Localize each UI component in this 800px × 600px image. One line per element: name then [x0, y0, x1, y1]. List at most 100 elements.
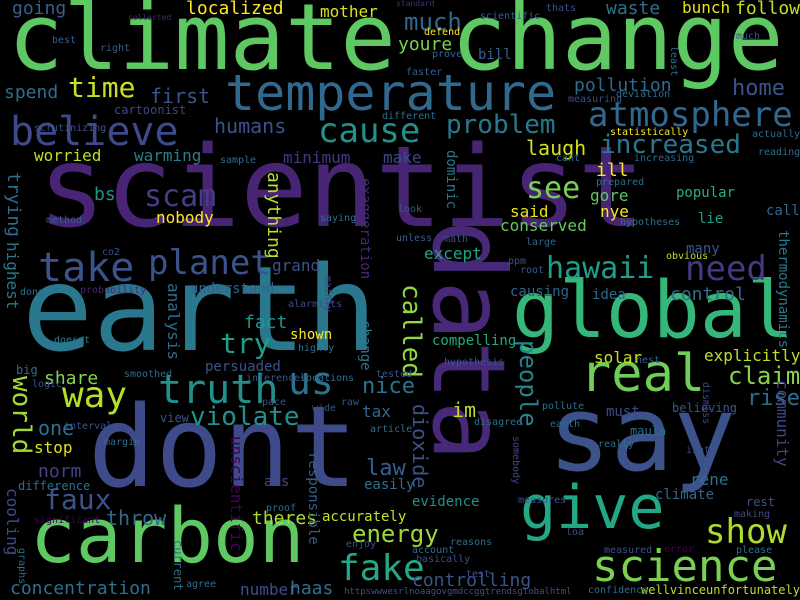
cloud-word: disagree	[474, 417, 523, 428]
cloud-word: concentration	[10, 578, 151, 599]
cloud-word: im	[452, 398, 477, 422]
cloud-word: standard	[396, 0, 435, 8]
cloud-word: believe	[10, 109, 179, 155]
cloud-word: basically	[416, 554, 471, 565]
cloud-word: bunch	[682, 0, 731, 17]
cloud-word: co2	[102, 247, 121, 258]
cloud-word: scientist	[38, 123, 645, 253]
cloud-word: shown	[290, 327, 333, 343]
cloud-word: unless	[396, 233, 433, 244]
cloud-word: nobody	[156, 208, 214, 227]
cloud-word: proof	[266, 503, 297, 514]
cloud-word: method	[46, 215, 83, 226]
cloud-word: show	[705, 512, 787, 552]
cloud-word: significant	[34, 515, 101, 526]
cloud-word: trying	[3, 172, 24, 238]
cloud-word: wide	[312, 403, 337, 414]
cloud-word: need	[685, 249, 767, 289]
cloud-word: tested	[376, 369, 413, 380]
cloud-word: nye	[600, 202, 629, 221]
cloud-word: planet	[148, 243, 271, 283]
cloud-word: people	[514, 340, 542, 427]
cloud-word: time	[68, 71, 136, 104]
cloud-word: isnt	[686, 445, 711, 456]
cloud-word: wellvinceunfortunately	[641, 583, 800, 597]
cloud-word: sample	[220, 155, 257, 166]
cloud-word: humans	[214, 114, 287, 138]
cloud-word: ppm	[508, 256, 527, 267]
cloud-word: maula	[630, 424, 667, 438]
cloud-word: error	[664, 544, 695, 555]
cloud-word: cartoonist	[114, 103, 187, 117]
cloud-word: alarmists	[288, 299, 343, 310]
cloud-word: haas	[290, 578, 334, 599]
cloud-word: home	[732, 76, 785, 101]
cloud-word: rest	[746, 495, 775, 509]
cloud-word: stop	[34, 438, 73, 457]
cloud-word: unscientific	[227, 436, 246, 552]
cloud-word: measuring	[568, 94, 623, 105]
cloud-word: probability	[80, 285, 147, 296]
cloud-word: difference	[18, 479, 91, 493]
cloud-word: current	[171, 540, 185, 591]
cloud-word: law	[366, 456, 406, 481]
cloud-word: scrutinizing	[34, 123, 107, 134]
cloud-word: different	[382, 111, 437, 122]
cloud-word: httpswwwesrlnoaagovgmdccggtrendsglobalht…	[344, 587, 572, 597]
cloud-word: saying	[320, 213, 357, 224]
cloud-word: pace	[262, 397, 287, 408]
cloud-word: youre	[398, 34, 453, 55]
cloud-word: evidence	[412, 494, 480, 510]
cloud-word: data	[410, 220, 527, 461]
cloud-word: margin	[104, 437, 141, 448]
cloud-word: accurately	[322, 509, 407, 525]
cloud-word: somebody	[510, 436, 521, 485]
cloud-word: call	[766, 203, 800, 219]
cloud-word: exaggeration	[357, 178, 373, 280]
cloud-word: minimum	[283, 148, 351, 167]
cloud-word: must	[606, 404, 640, 420]
cloud-word: community	[773, 380, 792, 467]
cloud-word: carbon	[30, 491, 305, 580]
cloud-word: cooling	[3, 488, 22, 556]
cloud-word: confidence	[588, 585, 649, 596]
cloud-word: defend	[424, 27, 461, 38]
cloud-word: tax	[362, 402, 391, 421]
cloud-word: believing	[672, 401, 738, 415]
cloud-word: bs	[94, 184, 116, 205]
cloud-word: compelling	[432, 333, 517, 349]
cloud-word: real	[580, 344, 706, 404]
cloud-word: ass	[264, 474, 290, 490]
cloud-word: climate change	[8, 0, 784, 91]
cloud-word: raw	[341, 397, 360, 408]
cloud-word: big	[16, 363, 38, 377]
cloud-word: rise	[747, 386, 800, 411]
cloud-word: dont	[88, 383, 358, 513]
cloud-word: easily	[364, 477, 415, 493]
cloud-word: responsible	[305, 452, 321, 545]
cloud-word: try	[220, 327, 271, 360]
cloud-word: going	[12, 0, 67, 19]
cloud-word: way	[62, 375, 128, 416]
cloud-word: locations	[300, 373, 355, 384]
cloud-word: follow	[735, 0, 800, 19]
cloud-word: obvious	[666, 251, 709, 262]
cloud-word: worried	[34, 146, 102, 165]
cloud-word: loa	[566, 527, 585, 538]
cloud-word: conserved	[500, 216, 587, 235]
cloud-word: global	[512, 266, 794, 356]
cloud-word: first	[150, 84, 211, 108]
cloud-word: except	[424, 244, 482, 263]
cloud-word: view	[160, 411, 189, 425]
cloud-word: fake	[338, 548, 425, 589]
cloud-word: increased	[600, 130, 741, 160]
cloud-word: analysis	[164, 283, 183, 361]
cloud-word: one	[38, 416, 75, 440]
cloud-word: make	[383, 148, 422, 167]
cloud-word: popular	[676, 185, 736, 201]
cloud-word: much	[736, 31, 761, 42]
cloud-word: math	[444, 234, 469, 245]
cloud-word: least	[668, 46, 679, 77]
cloud-word: best	[52, 35, 77, 46]
cloud-word: mainly	[322, 276, 333, 313]
